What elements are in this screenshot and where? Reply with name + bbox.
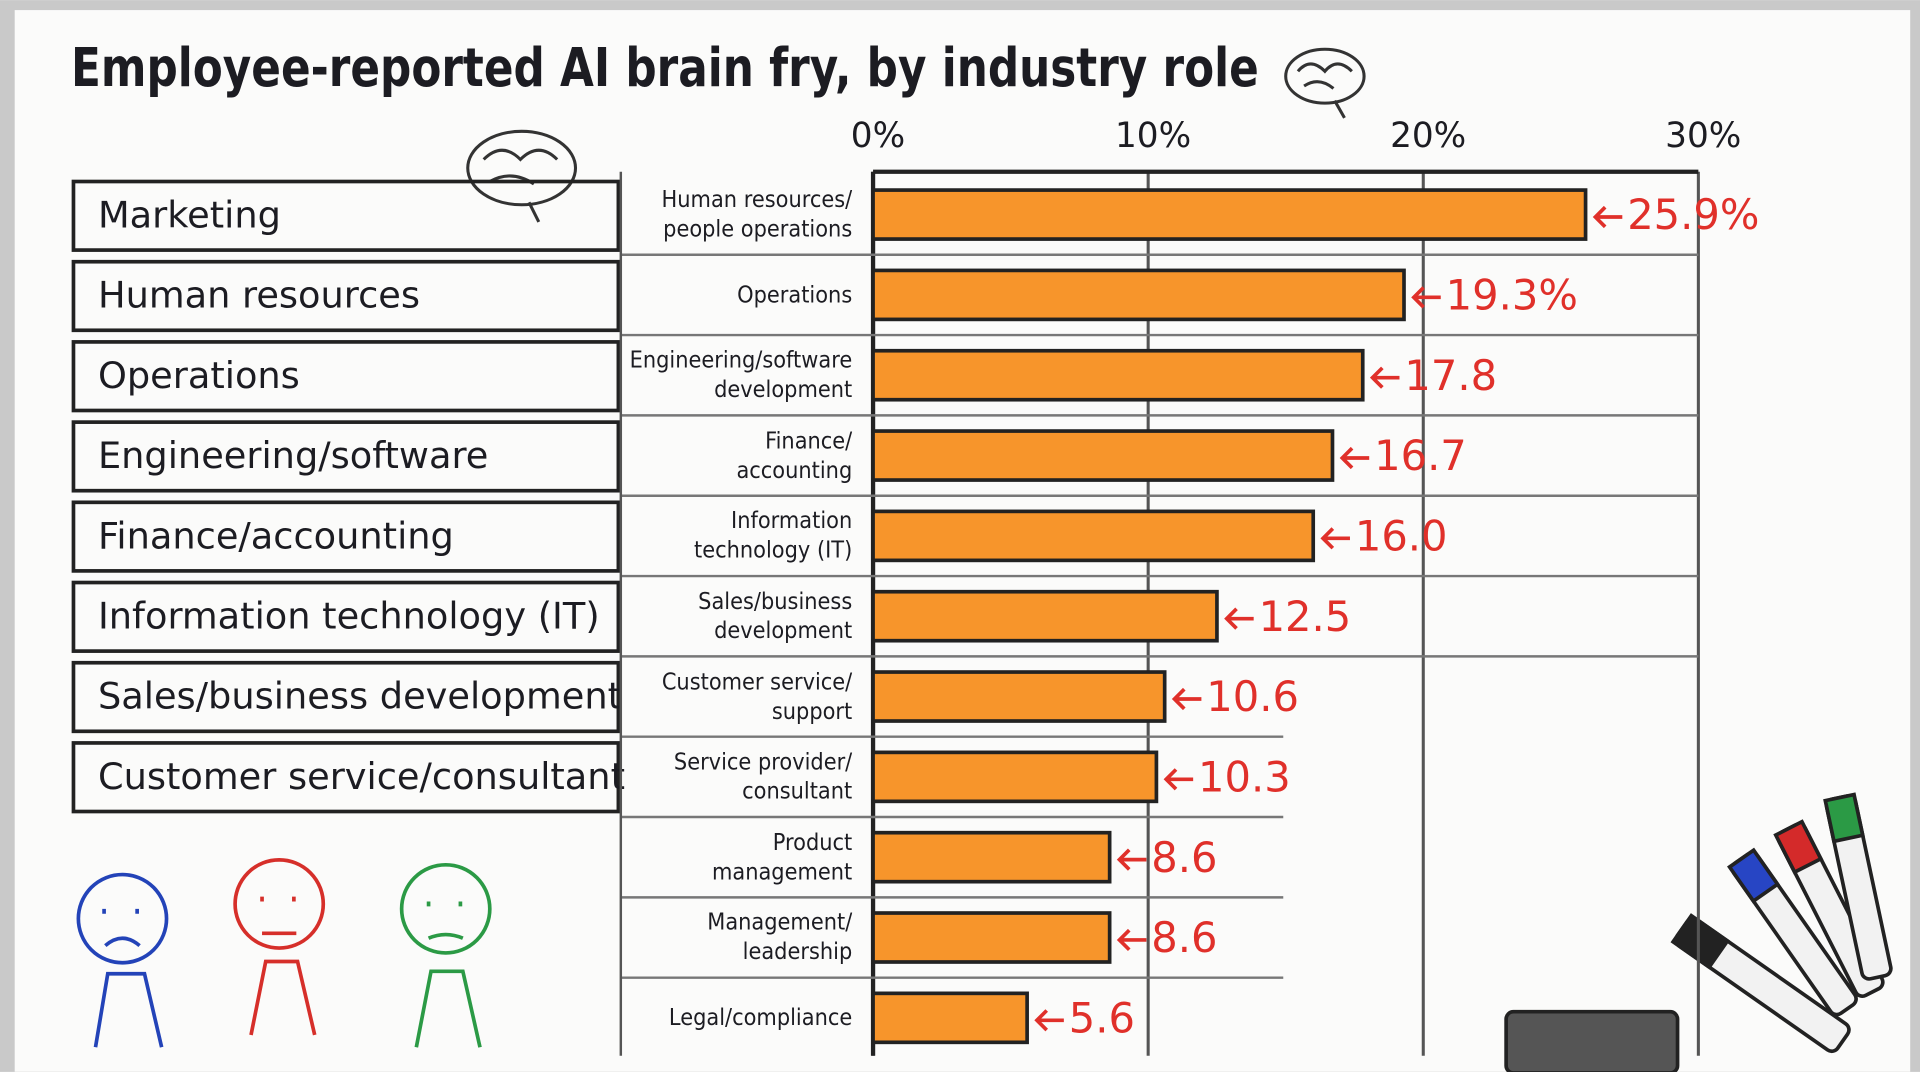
category-label-box: Operations — [737, 281, 853, 309]
bar — [871, 348, 1365, 402]
category-label: Human resources/ people operations — [661, 186, 853, 243]
category-label-box: Legal/compliance — [668, 1004, 853, 1032]
bar — [871, 429, 1335, 482]
category-label: Customer service/ support — [661, 668, 853, 725]
value-label: 10.3 — [1198, 753, 1291, 802]
category-label: Engineering/software development — [629, 347, 853, 404]
value-label: 5.6 — [1069, 994, 1135, 1043]
bar — [871, 509, 1316, 563]
role-box — [71, 179, 621, 252]
chart-title: Employee-reported AI brain fry, by indus… — [71, 36, 1259, 99]
value-label: 12.5 — [1259, 592, 1352, 641]
category-label-box: Management/ leadership — [707, 909, 853, 966]
role-label: Customer service/consultant — [98, 755, 625, 798]
role-label: Marketing — [98, 194, 281, 237]
value-arrow-head — [1116, 848, 1131, 871]
bar — [871, 589, 1219, 643]
category-label-box: Product management — [711, 829, 853, 886]
category-label: Legal/compliance — [668, 1004, 853, 1032]
bar — [871, 750, 1159, 804]
category-label: Finance/ accounting — [736, 427, 853, 484]
role-label: Information technology (IT) — [98, 595, 600, 638]
value-label: 16.7 — [1374, 431, 1467, 480]
role-label: Human resources — [98, 274, 420, 317]
value-arrow-head — [1411, 286, 1425, 309]
bar-chart: 0% 10% 20% 30% Human resources/ people opera… — [619, 116, 1759, 1056]
category-label: Management/ leadership — [707, 909, 853, 966]
bar — [871, 670, 1167, 723]
bar — [871, 911, 1112, 964]
value-arrow-head — [1369, 366, 1384, 389]
value-arrow-head — [1034, 1009, 1049, 1032]
category-label: Sales/business development — [698, 588, 853, 645]
value-label: 25.9% — [1627, 190, 1759, 239]
value-arrow-head — [1116, 928, 1131, 952]
category-label-box: Sales/business development — [698, 588, 853, 645]
category-label: Product management — [711, 829, 853, 886]
value-arrow-head — [1339, 446, 1354, 470]
category-label-box: Information technology (IT) — [694, 507, 853, 565]
role-label: Sales/business development — [98, 675, 622, 718]
role-list: Marketing Human resources Operations Engine… — [71, 179, 625, 814]
x-tick-label: 30% — [1665, 116, 1741, 156]
category-label-box: Service provider/ consultant — [673, 748, 853, 806]
bar — [871, 991, 1029, 1045]
category-label: Operations — [737, 281, 853, 309]
x-tick-label: 10% — [1115, 116, 1191, 156]
x-tick-label: 20% — [1390, 116, 1466, 156]
role-box — [71, 500, 621, 573]
people-doodles — [76, 858, 492, 1048]
role-box — [71, 259, 621, 333]
role-box — [71, 420, 621, 493]
value-label: 16.0 — [1355, 512, 1448, 561]
value-arrow-head — [1171, 687, 1186, 711]
value-label: 8.6 — [1151, 913, 1217, 962]
category-label-box: Engineering/software development — [629, 347, 853, 404]
role-box — [71, 741, 621, 814]
role-box — [71, 340, 621, 413]
value-label: 8.6 — [1151, 833, 1217, 882]
category-label: Service provider/ consultant — [673, 748, 853, 806]
category-label-box: Customer service/ support — [661, 668, 853, 725]
marker-doodles — [1504, 792, 1893, 1072]
value-arrow-head — [1224, 607, 1238, 630]
value-arrow-head — [1592, 205, 1607, 229]
value-arrow-head — [1163, 768, 1178, 791]
value-label: 17.8 — [1404, 351, 1497, 400]
category-label-box: Finance/ accounting — [736, 427, 853, 484]
role-label: Engineering/software — [98, 434, 488, 477]
bar — [871, 830, 1112, 884]
category-label-box: Human resources/ people operations — [661, 186, 853, 243]
value-arrow-head — [1320, 527, 1335, 550]
bar — [871, 188, 1588, 241]
value-label: 10.6 — [1206, 672, 1299, 721]
bar — [871, 268, 1406, 322]
role-label: Finance/accounting — [98, 514, 454, 557]
role-label: Operations — [98, 354, 300, 397]
role-box — [71, 580, 621, 653]
role-box — [71, 660, 621, 734]
value-label: 19.3% — [1446, 271, 1578, 320]
x-tick-label: 0% — [851, 116, 905, 156]
category-label: Information technology (IT) — [694, 507, 853, 565]
